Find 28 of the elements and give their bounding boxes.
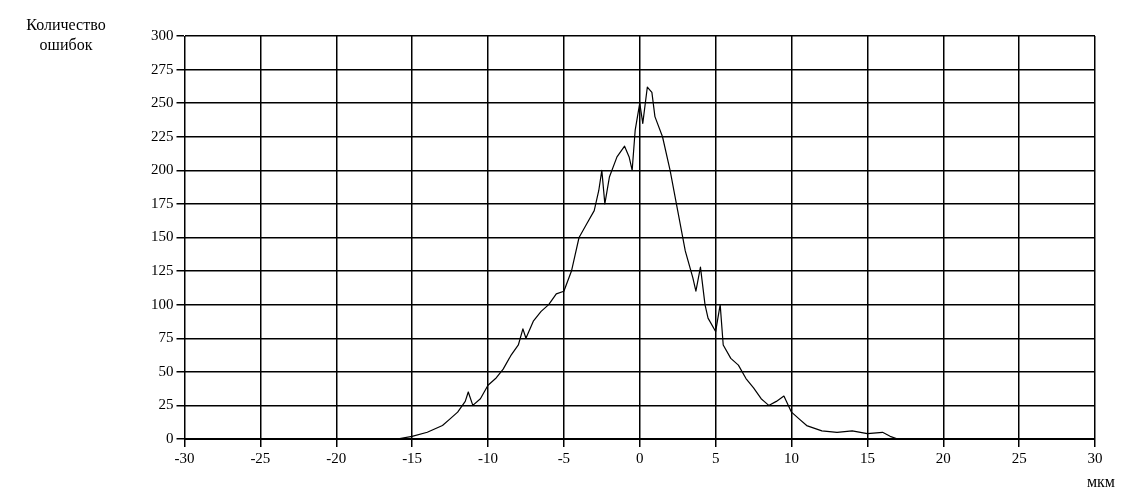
x-axis-title: мкм: [1086, 473, 1115, 490]
y-tick-label: 275: [151, 60, 174, 77]
x-tick-label: 30: [1087, 449, 1103, 466]
x-tick-label: 15: [859, 449, 875, 466]
y-tick-label: 225: [151, 127, 174, 144]
y-tick-label: 0: [166, 429, 174, 446]
y-tick-label: 50: [158, 362, 174, 379]
y-tick-label: 250: [151, 94, 174, 111]
x-tick-label: -15: [402, 449, 423, 466]
x-tick-label: -25: [250, 449, 271, 466]
y-axis-title: Количество ошибок: [26, 16, 106, 53]
x-tick-label: -30: [174, 449, 195, 466]
y-tick-label: 25: [158, 396, 174, 413]
y-tick-label: 100: [151, 295, 174, 312]
x-tick-label: 0: [636, 449, 644, 466]
y-tick-label: 75: [158, 329, 174, 346]
x-tick-label: 10: [784, 449, 799, 466]
y-tick-label: 300: [151, 26, 174, 43]
x-tick-label: -5: [557, 449, 571, 466]
x-tick-label: 25: [1011, 449, 1027, 466]
x-tick-label: 5: [711, 449, 720, 466]
x-tick-label: 20: [935, 449, 951, 466]
y-tick-label: 175: [151, 194, 174, 211]
x-tick-label: -20: [326, 449, 347, 466]
y-tick-label: 200: [151, 161, 174, 178]
y-tick-label: 125: [151, 262, 174, 279]
y-tick-label: 150: [151, 228, 174, 245]
x-tick-label: -10: [478, 449, 498, 466]
